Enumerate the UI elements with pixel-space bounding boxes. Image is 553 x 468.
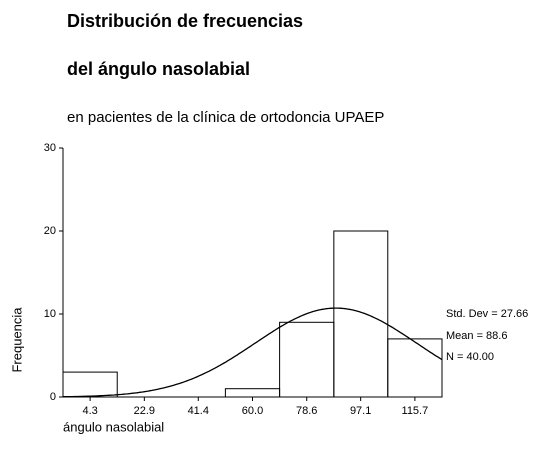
stat-label: Std. Dev = 27.66 bbox=[446, 308, 528, 320]
y-tick-label: 10 bbox=[44, 308, 56, 320]
x-tick-label: 22.9 bbox=[134, 405, 155, 417]
stat-label: Mean = 88.6 bbox=[446, 330, 507, 342]
x-axis-label: ángulo nasolabial bbox=[63, 419, 164, 434]
x-tick-label: 78.6 bbox=[296, 405, 317, 417]
x-tick-label: 115.7 bbox=[402, 405, 429, 417]
chart-subtitle: en pacientes de la clínica de ortodoncia… bbox=[67, 109, 384, 126]
chart-title: Distribución de frecuencias bbox=[67, 11, 303, 31]
normal-curve bbox=[63, 307, 443, 398]
x-tick-label: 4.3 bbox=[82, 405, 97, 417]
y-tick-label: 20 bbox=[44, 225, 56, 237]
bar bbox=[224, 388, 281, 398]
y-axis-label: Frequencia bbox=[9, 307, 24, 373]
x-tick-label: 97.1 bbox=[350, 405, 371, 417]
y-tick-label: 30 bbox=[44, 142, 56, 154]
bar bbox=[387, 338, 443, 398]
bar bbox=[333, 230, 389, 398]
y-tick-label: 0 bbox=[50, 391, 56, 403]
chart-title: del ángulo nasolabial bbox=[67, 59, 250, 79]
bar bbox=[62, 371, 118, 398]
bar bbox=[279, 321, 335, 398]
stat-label: N = 40.00 bbox=[446, 351, 494, 363]
x-tick-label: 41.4 bbox=[188, 405, 209, 417]
x-tick-label: 60.0 bbox=[242, 405, 263, 417]
